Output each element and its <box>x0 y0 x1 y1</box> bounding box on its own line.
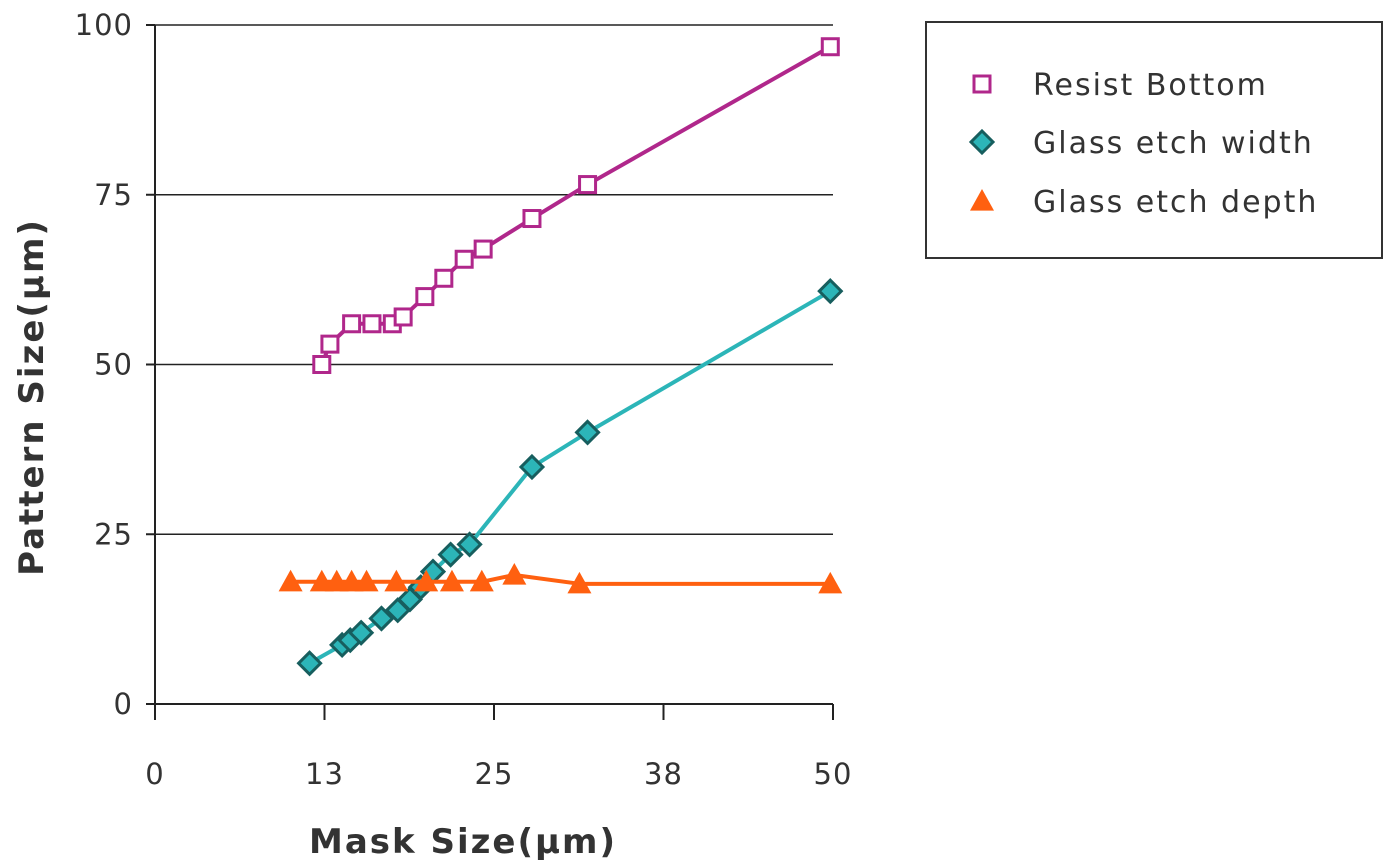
point-resist-bottom-9 <box>473 239 493 259</box>
point-glass-etch-depth-6 <box>414 569 439 592</box>
point-glass-etch-width-9 <box>437 541 464 568</box>
point-glass-etch-width-0 <box>296 650 323 677</box>
point-resist-bottom-11 <box>578 175 598 195</box>
x-tick-label-1: 13 <box>305 757 344 791</box>
x-axis-title: Mask Size(µm) <box>309 822 617 862</box>
point-glass-etch-depth-9 <box>502 562 527 585</box>
series-glass-etch-depth <box>278 562 843 594</box>
y-axis-title: Pattern Size(µm) <box>12 218 52 576</box>
point-glass-etch-width-10 <box>456 531 483 558</box>
point-glass-etch-depth-8 <box>469 569 494 592</box>
point-glass-etch-width-4 <box>368 605 395 632</box>
x-tick-label-0: 0 <box>145 757 164 791</box>
series-glass-etch-width <box>296 278 844 677</box>
point-resist-bottom-6 <box>415 287 435 307</box>
legend-marker-glass-etch-depth <box>970 189 994 211</box>
y-tick-label-1: 25 <box>94 517 133 551</box>
point-resist-bottom-5 <box>393 307 413 327</box>
x-tick-label-3: 38 <box>644 757 683 791</box>
y-tick-label-4: 100 <box>75 8 133 42</box>
point-glass-etch-depth-7 <box>439 569 464 592</box>
point-glass-etch-width-3 <box>347 619 375 646</box>
legend-label-glass-etch-width: Glass etch width <box>1033 126 1314 161</box>
point-resist-bottom-10 <box>522 209 542 229</box>
point-resist-bottom-8 <box>454 249 474 269</box>
point-resist-bottom-2 <box>342 314 362 334</box>
point-glass-etch-depth-10 <box>567 571 592 594</box>
point-resist-bottom-0 <box>312 355 332 374</box>
y-tick-label-0: 0 <box>114 687 133 721</box>
point-glass-etch-depth-5 <box>384 569 409 592</box>
point-glass-etch-width-11 <box>518 453 546 481</box>
legend: Resist Bottom Glass etch width Glass etch … <box>925 21 1383 259</box>
point-glass-etch-depth-11 <box>818 571 843 594</box>
legend-label-glass-etch-depth: Glass etch depth <box>1033 185 1318 220</box>
legend-box <box>925 21 1383 259</box>
series <box>278 37 844 677</box>
point-resist-bottom-3 <box>362 314 382 334</box>
point-glass-etch-depth-4 <box>354 569 379 592</box>
axes <box>146 24 834 720</box>
point-resist-bottom-1 <box>320 334 340 354</box>
point-glass-etch-width-13 <box>817 278 844 305</box>
legend-marker-resist-bottom <box>972 74 992 94</box>
x-tick-label-2: 25 <box>475 757 514 791</box>
legend-marker-glass-etch-width <box>968 128 996 156</box>
point-resist-bottom-12 <box>820 37 840 57</box>
point-resist-bottom-7 <box>434 268 454 288</box>
point-glass-etch-depth-0 <box>278 569 303 592</box>
y-tick-label-3: 75 <box>94 178 133 212</box>
tick-labels: 0 25 50 75 100 0 13 25 38 50 <box>75 8 853 791</box>
y-tick-label-2: 50 <box>94 348 133 382</box>
grid-lines <box>155 24 833 535</box>
legend-label-resist-bottom: Resist Bottom <box>1033 68 1268 103</box>
point-glass-etch-width-12 <box>574 419 601 446</box>
x-tick-label-4: 50 <box>814 757 853 791</box>
series-resist-bottom <box>312 37 840 374</box>
